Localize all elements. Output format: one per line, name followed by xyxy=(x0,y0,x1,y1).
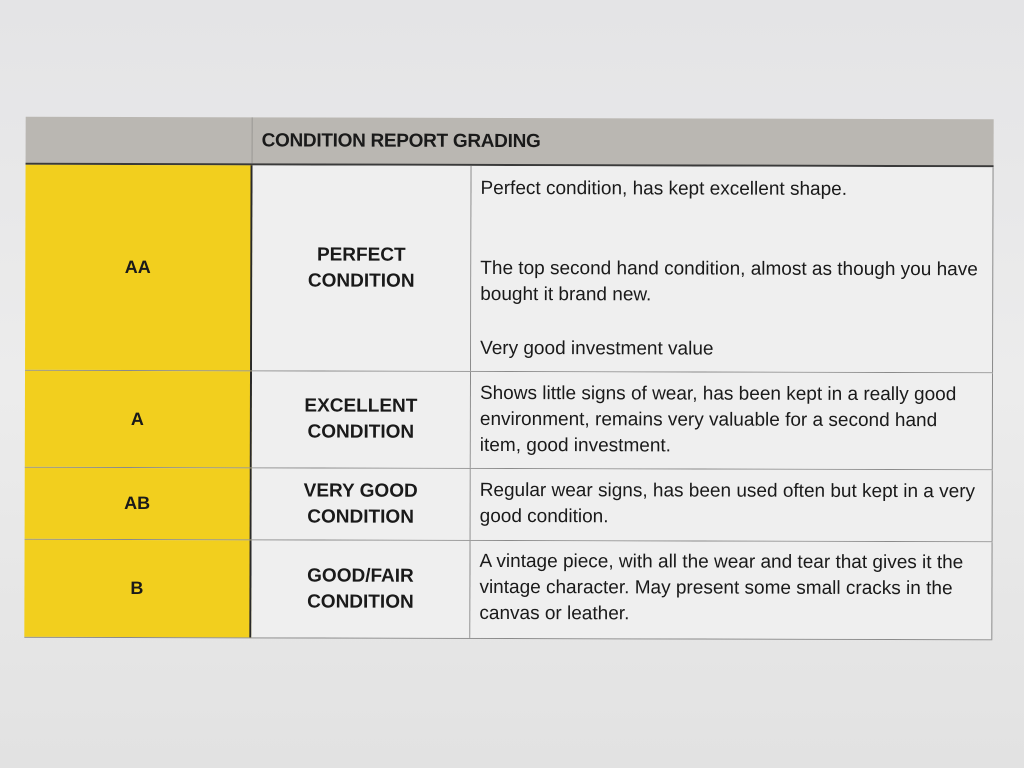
grade-cell: AB xyxy=(24,467,252,540)
condition-grading-table: CONDITION REPORT GRADING AA PERFECT COND… xyxy=(24,116,994,642)
description-text: Shows little signs of wear, has been kep… xyxy=(479,382,957,457)
table-row-b: B GOOD/FAIR CONDITION A vintage piece, w… xyxy=(24,539,993,641)
condition-label: VERY GOOD CONDITION xyxy=(303,479,418,528)
table-row-aa: AA PERFECT CONDITION Perfect condition, … xyxy=(25,164,994,374)
condition-cell: EXCELLENT CONDITION xyxy=(251,371,472,468)
table-header: CONDITION REPORT GRADING xyxy=(25,116,994,168)
description-text: A vintage piece, with all the wear and t… xyxy=(479,550,964,625)
description-text: The top second hand condition, almost as… xyxy=(480,257,978,306)
condition-cell: GOOD/FAIR CONDITION xyxy=(251,540,471,638)
description-cell: A vintage piece, with all the wear and t… xyxy=(470,540,993,640)
table-row-ab: AB VERY GOOD CONDITION Regular wear sign… xyxy=(24,467,993,543)
description-text: Perfect condition, has kept excellent sh… xyxy=(480,177,848,200)
condition-label: EXCELLENT CONDITION xyxy=(304,395,418,443)
grade-cell: B xyxy=(24,539,252,638)
condition-label: GOOD/FAIR CONDITION xyxy=(307,564,414,613)
table-row-a: A EXCELLENT CONDITION Shows little signs… xyxy=(24,370,994,471)
condition-cell: PERFECT CONDITION xyxy=(252,165,472,371)
grade-cell: AA xyxy=(25,164,253,371)
condition-cell: VERY GOOD CONDITION xyxy=(251,468,471,540)
condition-label: PERFECT CONDITION xyxy=(307,243,415,292)
description-cell: Perfect condition, has kept excellent sh… xyxy=(471,165,994,373)
header-divider xyxy=(251,117,253,164)
table-title: CONDITION REPORT GRADING xyxy=(261,130,541,153)
description-text: Regular wear signs, has been used often … xyxy=(479,479,976,528)
grade-cell: A xyxy=(24,370,253,468)
description-cell: Regular wear signs, has been used often … xyxy=(470,468,993,542)
description-text: Very good investment value xyxy=(480,337,714,360)
description-cell: Shows little signs of wear, has been kep… xyxy=(470,371,994,470)
